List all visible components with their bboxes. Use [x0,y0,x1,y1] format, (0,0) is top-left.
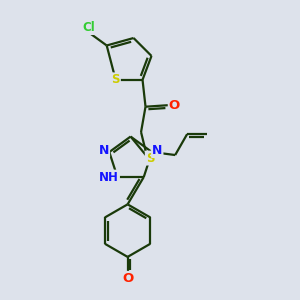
Text: NH: NH [99,171,119,184]
Text: N: N [152,144,163,157]
Text: Cl: Cl [82,21,95,34]
Text: O: O [169,99,180,112]
Text: O: O [122,272,133,285]
Text: S: S [146,152,154,165]
Text: N: N [99,144,109,157]
Text: S: S [111,73,120,86]
